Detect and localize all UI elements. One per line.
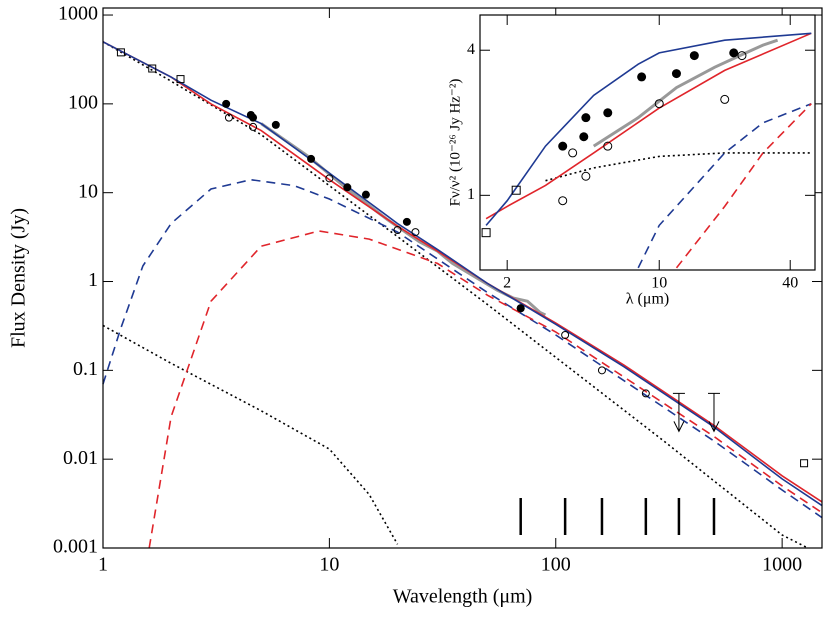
- data-point: [176, 75, 185, 84]
- y-tick-label: 0.001: [53, 536, 98, 558]
- data-point: [737, 51, 747, 61]
- data-point: [222, 99, 231, 108]
- data-point: [581, 113, 591, 123]
- data-point: [603, 108, 613, 118]
- x-tick-label: 10: [651, 275, 667, 292]
- x-axis-label: Wavelength (μm): [393, 586, 533, 608]
- y-tick-label: 0.1: [73, 358, 98, 380]
- data-point: [249, 122, 258, 131]
- data-point: [654, 99, 664, 109]
- model-line: [592, 38, 779, 148]
- x-tick-label: 2: [503, 275, 511, 292]
- model-line: [485, 32, 812, 220]
- data-point: [720, 94, 730, 104]
- y-tick-label: 100: [68, 91, 98, 113]
- y-tick-label: 10: [78, 180, 98, 202]
- data-point: [597, 366, 606, 375]
- plot-frame: [102, 7, 823, 549]
- data-point: [325, 174, 334, 183]
- x-tick-label: 1: [98, 554, 108, 576]
- data-point: [579, 132, 589, 142]
- upper-limit: [707, 392, 720, 433]
- data-point: [603, 141, 613, 151]
- data-point: [148, 64, 157, 73]
- x-tick-label: 10: [319, 554, 339, 576]
- model-line: [102, 178, 823, 519]
- model-line: [637, 102, 812, 269]
- model-line: [545, 152, 812, 182]
- model-line: [260, 122, 547, 317]
- inset-background: [480, 15, 815, 270]
- data-point: [271, 120, 280, 129]
- data-point: [689, 51, 699, 61]
- data-point: [393, 226, 402, 235]
- data-point: [568, 148, 578, 158]
- data-point: [558, 196, 568, 206]
- model-line: [675, 103, 812, 269]
- model-line: [485, 32, 812, 226]
- plot-frame: [479, 14, 816, 271]
- data-point: [637, 72, 647, 82]
- data-point: [516, 304, 525, 313]
- y-axis-label: Flux Density (Jy): [8, 208, 30, 348]
- data-point: [411, 228, 420, 237]
- data-point: [481, 228, 491, 238]
- data-point: [641, 389, 650, 398]
- data-point: [511, 185, 521, 195]
- x-tick-label: 1000: [762, 554, 802, 576]
- model-line: [148, 230, 823, 549]
- y-tick-label: 0.01: [63, 447, 98, 469]
- x-tick-label: 40: [782, 275, 798, 292]
- data-point: [561, 330, 570, 339]
- model-line: [102, 324, 399, 545]
- data-point: [402, 217, 411, 226]
- data-point: [729, 48, 739, 58]
- data-point: [307, 154, 316, 163]
- data-point: [343, 183, 352, 192]
- model-line: [102, 41, 809, 549]
- y-axis-label: Fν/ν² (10⁻²⁶ Jy Hz⁻²): [447, 79, 463, 207]
- data-point: [249, 113, 258, 122]
- data-point: [224, 113, 233, 122]
- data-point: [558, 141, 568, 151]
- x-axis-label: λ (μm): [626, 291, 669, 308]
- y-tick-label: 1: [88, 269, 98, 291]
- data-point: [671, 69, 681, 79]
- data-point: [800, 459, 809, 468]
- data-point: [116, 48, 125, 57]
- upper-limit: [672, 392, 685, 433]
- data-point: [361, 190, 370, 199]
- y-tick-label: 4: [467, 41, 475, 58]
- data-point: [581, 171, 591, 181]
- y-tick-label: 1000: [58, 3, 98, 25]
- y-tick-label: 1: [467, 186, 475, 203]
- x-tick-label: 100: [541, 554, 571, 576]
